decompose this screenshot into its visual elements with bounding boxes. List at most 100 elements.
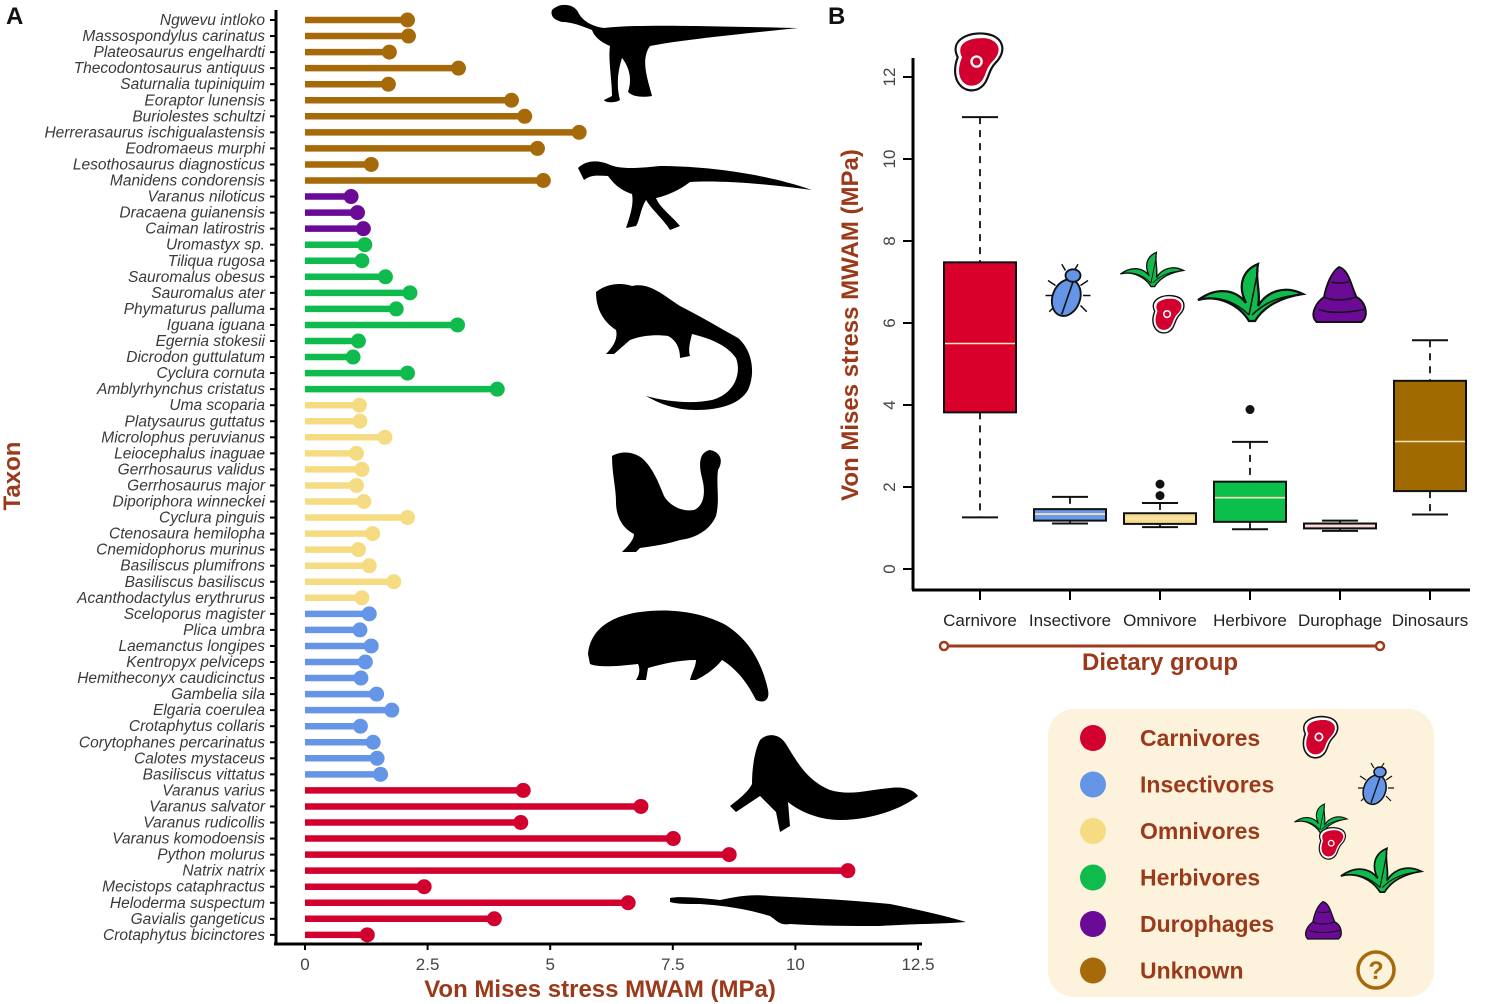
lollipop-head [571,124,587,140]
taxon-label: Plica umbra [183,622,265,639]
lollipop-head [363,156,379,172]
lollipop-head [388,301,404,317]
taxon-label: Cyclura cornuta [156,365,265,382]
category-label: Omnivore [1123,611,1197,630]
lollipop-row: Varanus komodoensis [112,831,681,848]
lollipop-head [343,189,359,205]
lollipop-head [399,365,415,381]
taxon-label: Uma scoparia [169,397,265,414]
bracket-end-left [938,640,950,652]
taxon-label: Saturnalia tupiniquim [120,76,265,93]
lollipop-head [354,253,370,269]
taxon-label: Gavialis gangeticus [131,911,266,928]
legend-swatch [1080,957,1106,984]
x-tick-label: 7.5 [661,955,685,974]
lollipop-row: Calotes mystaceus [134,750,385,767]
taxon-label: Buriolestes schultzi [132,108,265,125]
legend-item-herbivores: Herbivores [1080,864,1260,891]
taxon-label: Eoraptor lunensis [144,92,265,109]
lollipop-head [373,766,389,782]
theropod-silhouette [578,161,812,230]
lollipop-head [361,558,377,574]
taxon-label: Python molurus [157,847,265,864]
lollipop-row: Varanus rudicollis [143,815,529,832]
taxon-label: Sauromalus ater [151,285,266,302]
prosauropod-silhouette [551,4,798,103]
taxon-label: Acanthodactylus erythrurus [76,590,265,607]
gharial-silhouette [670,895,966,926]
taxon-label: Egernia stokesii [156,333,266,350]
lollipop-head [840,863,856,879]
taxon-label: Massospondylus carinatus [82,28,265,45]
lollipop-row: Amblyrhynchus cristatus [96,381,505,398]
lollipop-row: Crotaphytus bicinctores [103,927,375,944]
legend-item-omnivores: Omnivores [1080,818,1260,844]
lollipop-row: Basiliscus basiliscus [125,574,402,591]
legend-item-insectivores: Insectivores [1080,771,1274,798]
taxon-label: Cnemidophorus murinus [96,542,265,559]
taxon-label: Tiliqua rugosa [168,253,266,270]
x-tick-label: 0 [300,955,309,974]
panel-a-label: A [6,3,23,30]
box-durophage: Durophage [1298,519,1382,630]
lollipop-row: Laemanctus longipes [119,638,379,655]
lollipop-head [377,269,393,285]
taxon-label: Plateosaurus engelhardti [94,44,266,61]
x-tick-label: 12.5 [901,955,934,974]
x-axis-title: Von Mises stress MWAM (MPa) [424,976,776,1003]
lollipop-row: Hemitheconyx caudicinctus [77,670,369,687]
lollipop-head [381,44,397,60]
lollipop-row: Phymaturus palluma [124,301,404,318]
y-tick-label: 0 [880,564,899,573]
panel-b-label: B [828,3,845,30]
taxon-label: Cyclura pinguis [159,510,265,527]
bracket-end-right [1374,640,1386,652]
lollipop-row: Plateosaurus engelhardti [94,44,397,61]
lollipop-row: Cyclura cornuta [156,365,415,382]
lollipop-head [354,461,370,477]
taxon-label: Varanus niloticus [148,189,266,206]
legend-swatch [1080,911,1106,937]
lollipop-head [357,654,373,670]
lollipop-row: Basiliscus vittatus [143,766,389,783]
lollipop-head [357,237,373,253]
lollipop-row: Varanus salvator [149,798,649,815]
lollipop-row: Sauromalus ater [151,285,418,302]
legend-swatch [1080,725,1106,751]
taxon-label: Caiman latirostris [145,221,265,238]
lollipop-row: Uma scoparia [169,397,367,414]
legend-item-durophages: Durophages [1080,911,1274,937]
lollipop-head [365,526,381,542]
lollipop-row: Lesothosaurus diagnosticus [73,156,379,173]
lollipop-head [384,702,400,718]
x-tick-label: 10 [786,955,805,974]
lollipop-head [350,333,366,349]
lollipop-head [529,140,545,156]
taxon-label: Varanus salvator [149,798,266,815]
lollipop-row: Caiman latirostris [145,221,371,238]
category-label: Dinosaurs [1392,611,1469,630]
lollipop-row: Diporiphora winneckei [113,494,372,511]
taxon-label: Varanus komodoensis [112,831,265,848]
lollipop-head [359,927,375,943]
lollipop-row: Leiocephalus inaguae [114,445,364,462]
lollipop-head [665,831,681,847]
lollipop-head [400,28,416,44]
legend-label: Durophages [1140,911,1274,937]
lollipop-head [352,413,368,429]
taxon-label: Eodromaeus murphi [125,140,265,157]
box-iqr [1393,379,1467,493]
taxon-label: Basiliscus vittatus [143,766,266,783]
lollipop-row: Iguana iguana [167,317,466,334]
lollipop-row: Mecistops cataphractus [102,879,432,896]
taxon-label: Gambelia sila [171,686,265,703]
lollipop-row: Heloderma suspectum [110,895,636,912]
taxon-label: Ctenosaura hemilopha [109,526,265,543]
box-omnivore: Omnivore [1123,479,1197,630]
lollipop-row: Tiliqua rugosa [168,253,370,270]
taxon-label: Thecodontosaurus antiquus [74,60,266,77]
lollipop-head [352,622,368,638]
category-label: Herbivore [1213,611,1287,630]
